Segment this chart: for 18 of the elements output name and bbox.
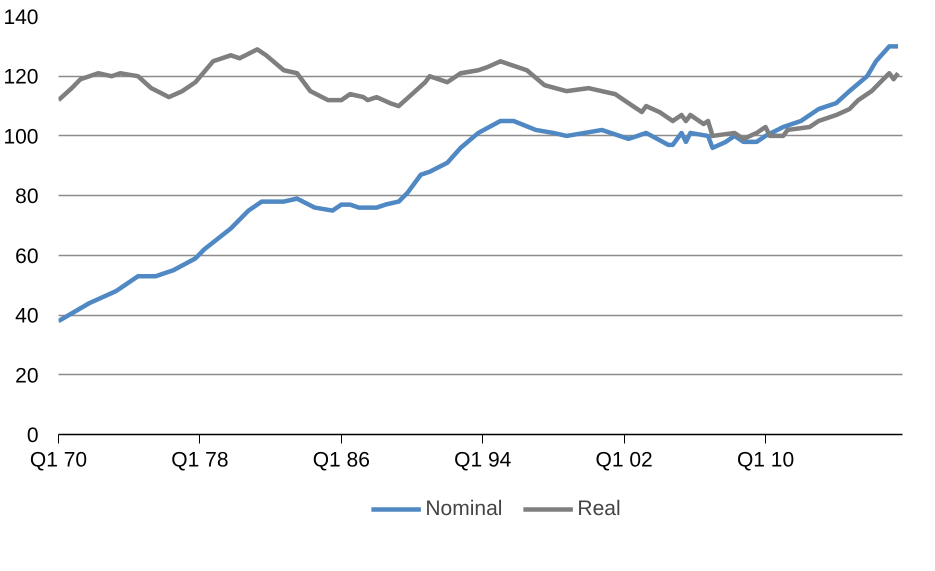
y-tick-label: 80 — [15, 185, 38, 208]
x-tick-label: Q1 86 — [312, 448, 370, 472]
x-tick-label: Q1 10 — [736, 448, 794, 472]
y-tick-label: 60 — [15, 244, 38, 268]
line-series — [58, 44, 900, 324]
x-tick-label: Q1 70 — [30, 448, 88, 472]
line-series — [58, 47, 900, 142]
y-tick-label: 120 — [3, 66, 39, 89]
legend-label: Real — [577, 497, 621, 521]
y-tick-label: 0 — [26, 424, 39, 447]
x-tick-label: Q1 78 — [171, 448, 229, 472]
y-tick-label: 140 — [3, 6, 39, 29]
legend-label: Nominal — [425, 497, 502, 521]
y-tick-label: 40 — [15, 304, 38, 328]
y-tick-label: 100 — [3, 125, 39, 148]
x-tick-label: Q1 94 — [454, 448, 512, 472]
y-tick-label: 20 — [15, 364, 38, 388]
x-tick-label: Q1 02 — [596, 448, 653, 472]
